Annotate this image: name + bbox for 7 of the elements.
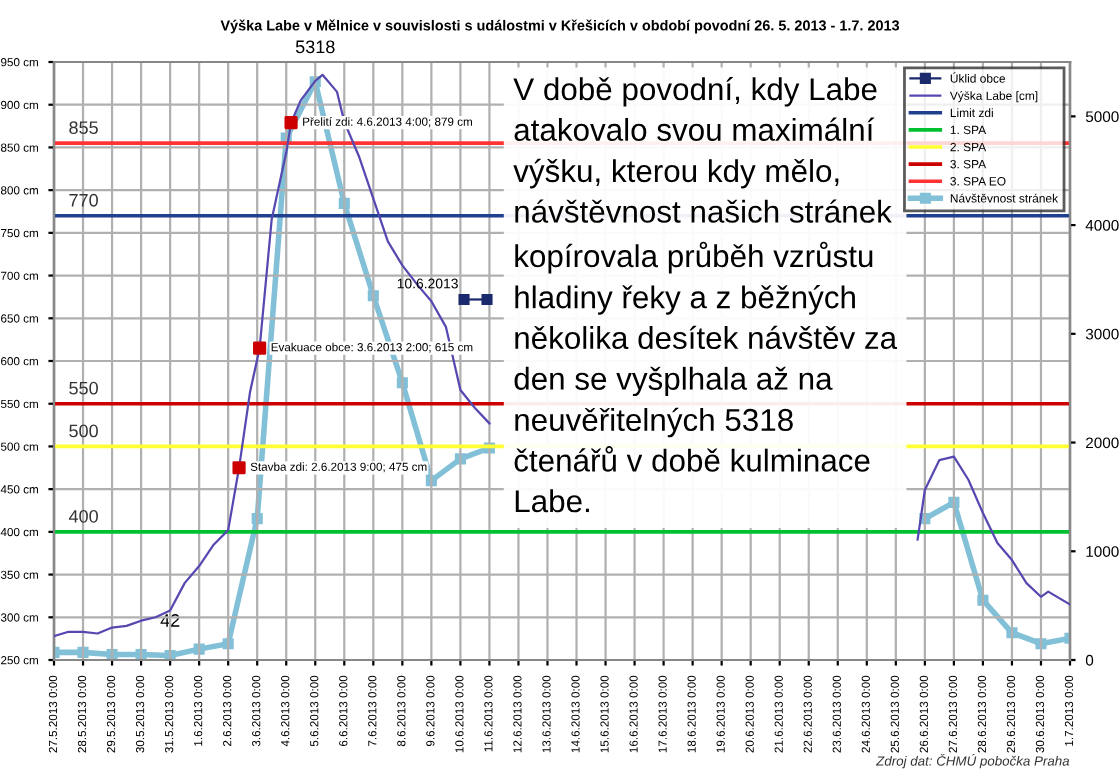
annotation: 855 [69,121,98,135]
data-label: 5318 [295,40,335,54]
annotation: 500 [69,424,98,438]
annotation: 400 [68,509,98,523]
text: V době povodní, kdy Labe atakovalo svou maximální výšku, kterou kdy mělo, návštěvnost našich stránek kopírovala průběh vzrůstu hladiny řeky a z běžných několika desítek návštěv za den se vyšplhala až na neuvěřitelných 5318 čtenářů v době kulminace Labe. [513,76,898,513]
annotation: 550 [69,381,98,395]
annotation: 770 [69,193,98,207]
